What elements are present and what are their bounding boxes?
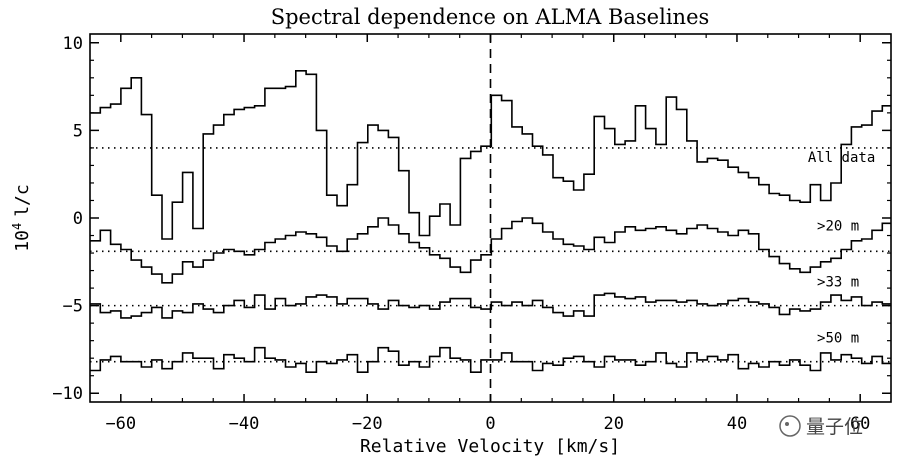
y-tick-label: 10 [63,34,83,54]
series-line-20-m [90,217,891,284]
watermark: 量子位 [779,415,863,438]
watermark-logo-icon [779,415,801,437]
y-tick-label: 5 [73,121,83,141]
series-labels: All data >20 m >33 m >50 m [808,150,875,346]
x-tick-label: −40 [229,414,260,434]
y-tick-label: −5 [63,297,83,317]
x-tick-label: 60 [850,414,870,434]
watermark-logo-dot-icon [785,422,789,426]
axis-ticks: −60 −40 −20 0 20 40 60 −10 −5 0 5 10 [52,34,891,434]
series-label-33-m: >33 m [817,274,859,290]
chart-title: Spectral dependence on ALMA Baselines [271,5,710,29]
series-label-50-m: >50 m [817,330,859,346]
y-axis-label-base: 10 [12,230,33,252]
x-tick-label: 40 [727,414,747,434]
series-group [90,70,891,373]
series-label-all-data: All data [808,150,875,166]
x-axis-label: Relative Velocity [km/s] [360,436,620,457]
series-line-all-data [90,70,891,240]
series-label-20-m: >20 m [817,218,859,234]
watermark-text: 量子位 [806,416,863,438]
y-axis-label: 104 l/c [10,184,33,251]
y-axis-label-exponent: 4 [10,223,24,230]
y-tick-label: 0 [73,209,83,229]
series-line-50-m [90,346,891,373]
x-tick-label: −20 [352,414,383,434]
x-tick-label: 20 [603,414,623,434]
series-line-33-m [90,292,891,319]
x-tick-label: 0 [485,414,495,434]
y-axis-label-unit: l/c [12,184,33,217]
x-tick-label: −60 [105,414,136,434]
y-tick-label: −10 [52,384,83,404]
